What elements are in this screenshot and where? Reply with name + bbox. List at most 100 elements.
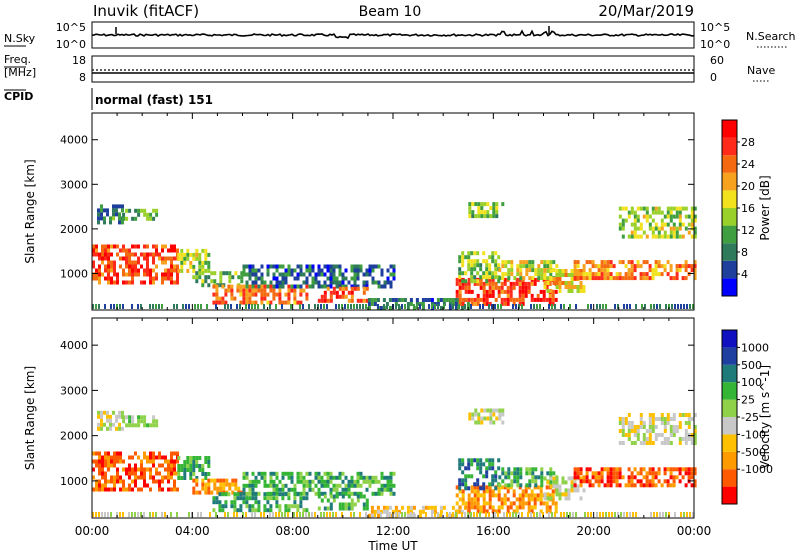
heatmap-cell — [143, 244, 146, 249]
heatmap-cell — [320, 483, 324, 488]
heatmap-cell — [107, 252, 110, 257]
heatmap-cell — [149, 268, 152, 273]
heatmap-cell — [542, 293, 546, 298]
heatmap-cell — [555, 285, 559, 289]
heatmap-cell — [630, 475, 634, 480]
heatmap-cell — [477, 412, 481, 417]
heatmap-cell — [518, 512, 520, 517]
heatmap-cell — [248, 292, 252, 297]
heatmap-cell — [690, 471, 694, 476]
heatmap-cell — [379, 509, 383, 514]
heatmap-cell — [479, 285, 483, 290]
heatmap-cell — [161, 248, 164, 253]
heatmap-cell — [672, 417, 676, 421]
heatmap-cell — [266, 272, 270, 277]
heatmap-cell — [491, 466, 495, 471]
heatmap-cell — [494, 486, 498, 491]
heatmap-cell — [122, 272, 125, 277]
heatmap-cell — [180, 464, 184, 468]
colorbar-tick-label: -500 — [741, 446, 766, 459]
heatmap-cell — [540, 276, 544, 281]
heatmap-cell — [482, 497, 486, 502]
heatmap-cell — [406, 505, 410, 510]
heatmap-cell — [121, 426, 124, 431]
heatmap-cell — [269, 512, 271, 517]
heatmap-cell — [224, 288, 228, 293]
heatmap-cell — [272, 483, 276, 488]
heatmap-cell — [170, 280, 173, 285]
heatmap-cell — [134, 208, 138, 213]
heatmap-cell — [353, 268, 357, 273]
heatmap-cell — [495, 214, 499, 219]
cpid-label: CPID — [4, 90, 33, 103]
heatmap-cell — [458, 462, 462, 467]
heatmap-cell — [672, 230, 676, 235]
heatmap-cell — [548, 304, 550, 309]
heatmap-cell — [627, 234, 631, 239]
heatmap-cell — [119, 304, 121, 309]
heatmap-cell — [533, 497, 537, 502]
heatmap-cell — [122, 212, 126, 217]
heatmap-cell — [240, 271, 244, 276]
heatmap-cell — [507, 268, 511, 273]
heatmap-cell — [501, 264, 505, 269]
heatmap-cell — [488, 271, 492, 276]
heatmap-cell — [539, 297, 543, 302]
heatmap-cell — [614, 512, 616, 517]
heatmap-cell — [115, 418, 118, 423]
heatmap-cell — [248, 284, 252, 289]
heatmap-cell — [311, 487, 315, 492]
velocity-colorbar-segment — [722, 399, 737, 417]
heatmap-cell — [107, 272, 110, 277]
heatmap-cell — [633, 218, 637, 223]
heatmap-cell — [552, 281, 556, 285]
heatmap-cell — [317, 471, 321, 476]
heatmap-cell — [167, 272, 170, 277]
heatmap-cell — [573, 285, 577, 289]
heatmap-cell — [579, 471, 583, 476]
heatmap-cell — [173, 451, 176, 456]
heatmap-cell — [651, 210, 655, 215]
heatmap-cell — [329, 512, 331, 517]
heatmap-cell — [398, 304, 400, 309]
heatmap-cell — [412, 505, 416, 510]
heatmap-cell — [338, 264, 342, 269]
heatmap-cell — [439, 298, 443, 302]
heatmap-cell — [350, 268, 354, 273]
heatmap-cell — [474, 202, 478, 207]
heatmap-cell — [95, 244, 98, 249]
heatmap-cell — [663, 437, 667, 441]
heatmap-cell — [95, 487, 98, 492]
heatmap-cell — [506, 505, 510, 510]
heatmap-cell — [680, 512, 682, 517]
heatmap-cell — [198, 271, 202, 276]
heatmap-cell — [173, 467, 176, 472]
heatmap-cell — [356, 284, 360, 289]
heatmap-cell — [278, 264, 282, 269]
heatmap-cell — [413, 512, 415, 517]
heatmap-cell — [112, 422, 115, 427]
heatmap-cell — [473, 281, 477, 286]
heatmap-cell — [545, 297, 549, 302]
heatmap-cell — [657, 433, 661, 437]
heatmap-cell — [302, 475, 306, 480]
heatmap-cell — [690, 433, 694, 437]
heatmap-cell — [461, 482, 465, 487]
heatmap-cell — [377, 487, 381, 492]
heatmap-cell — [299, 292, 303, 297]
heatmap-cell — [260, 292, 264, 297]
heatmap-cell — [678, 218, 682, 223]
heatmap-cell — [467, 289, 471, 294]
heatmap-cell — [641, 304, 643, 309]
heatmap-cell — [627, 437, 631, 441]
heatmap-cell — [198, 260, 202, 265]
heatmap-cell — [660, 421, 664, 425]
heatmap-cell — [248, 483, 252, 488]
heatmap-cell — [170, 467, 173, 472]
heatmap-cell — [525, 268, 529, 273]
heatmap-cell — [116, 475, 119, 480]
heatmap-cell — [555, 488, 559, 493]
heatmap-cell — [180, 256, 184, 261]
heatmap-cell — [317, 284, 321, 289]
heatmap-cell — [473, 267, 477, 272]
